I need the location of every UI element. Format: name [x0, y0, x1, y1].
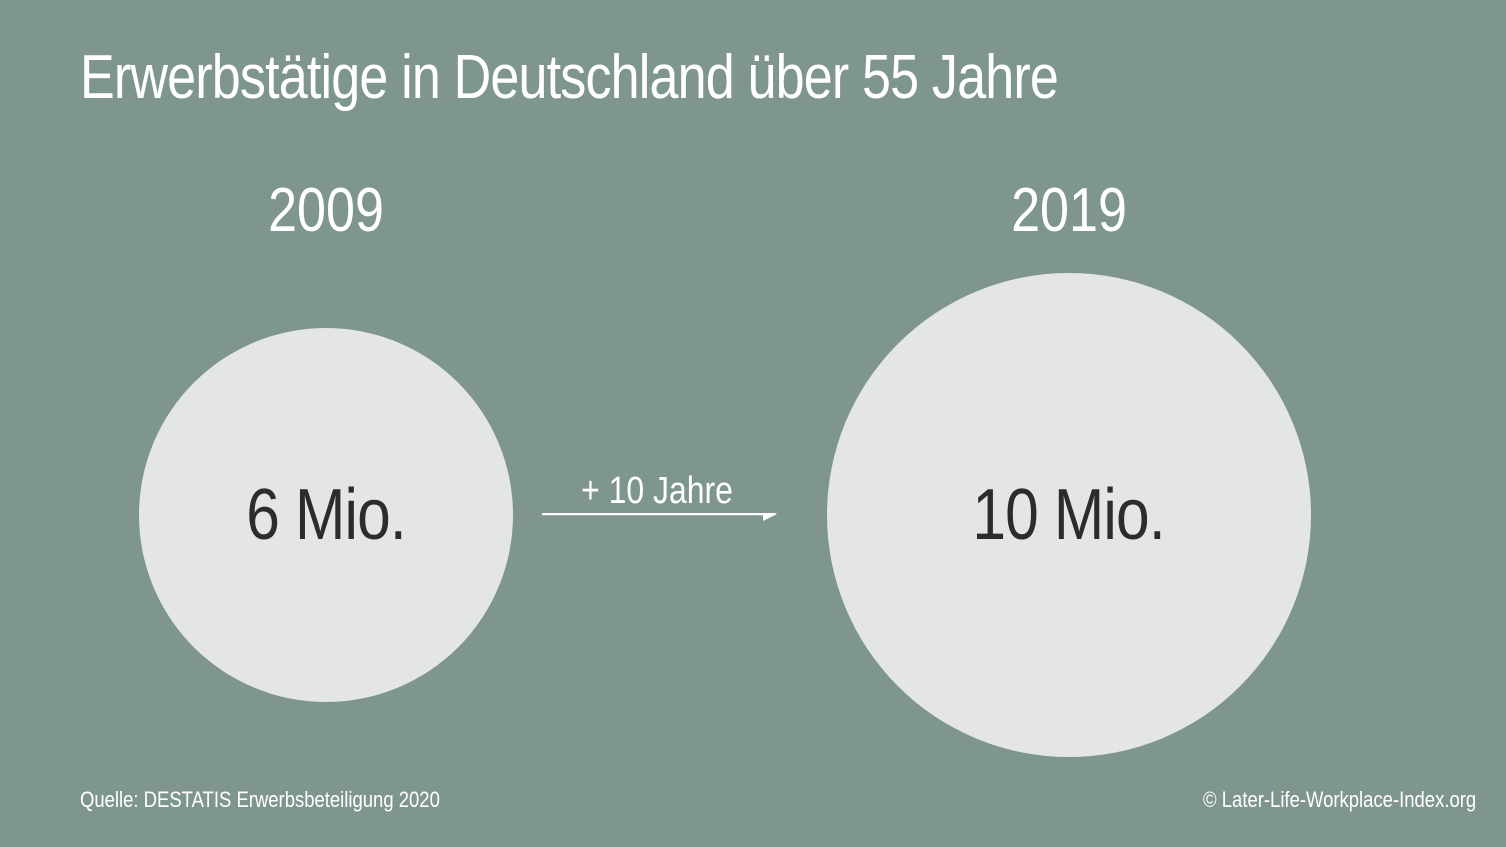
bubble-2019: 10 Mio. — [827, 273, 1311, 757]
year-label-2009: 2009 — [268, 176, 384, 245]
bubble-value-2019: 10 Mio. — [972, 475, 1166, 555]
chart-title: Erwerbstätige in Deutschland über 55 Jah… — [80, 43, 1059, 112]
transition-arrow: + 10 Jahre — [542, 466, 778, 526]
bubble-value-2009: 6 Mio. — [246, 474, 407, 555]
copyright-note: © Later-Life-Workplace-Index.org — [1202, 787, 1476, 812]
transition-label: + 10 Jahre — [581, 470, 733, 512]
arrow-right-icon — [542, 513, 777, 521]
bubble-2009: 6 Mio. — [138, 327, 514, 703]
source-note: Quelle: DESTATIS Erwerbsbeteiligung 2020 — [80, 787, 440, 812]
year-label-2019: 2019 — [1011, 176, 1127, 245]
